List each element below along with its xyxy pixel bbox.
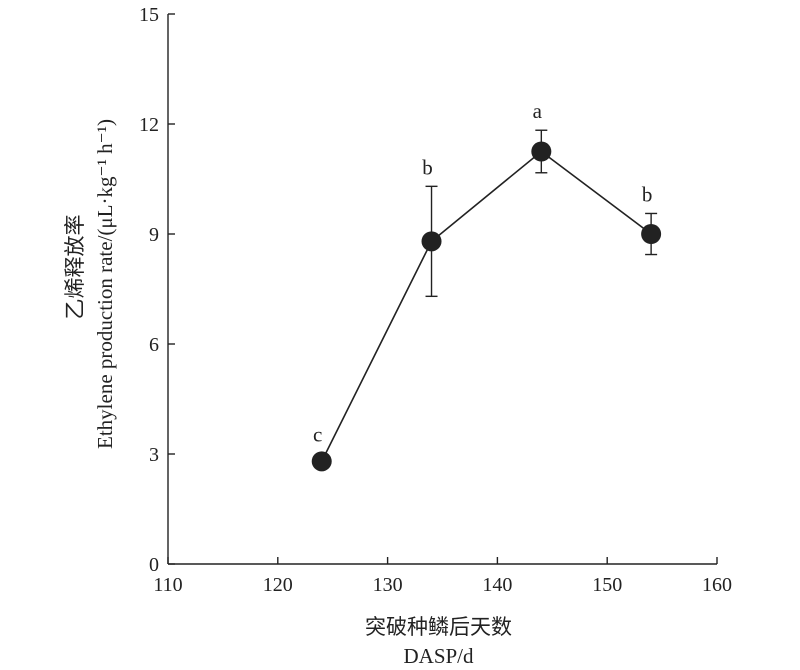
y-tick-label: 12 (139, 114, 159, 136)
y-tick-label: 0 (149, 554, 159, 576)
significance-label: c (313, 422, 322, 446)
significance-label: a (533, 99, 543, 123)
y-axis-title-en: Ethylene production rate/(μL·kg⁻¹ h⁻¹) (93, 119, 117, 449)
y-ticks: 0 3 6 9 12 15 (139, 4, 175, 576)
y-tick-label: 15 (139, 4, 159, 26)
y-tick-label: 3 (149, 444, 159, 466)
x-tick-label: 130 (373, 574, 403, 596)
x-tick-label: 110 (153, 574, 182, 596)
significance-label: b (422, 155, 433, 179)
x-tick-label: 160 (702, 574, 732, 596)
x-axis-title-cn: 突破种鳞后天数 (365, 615, 512, 639)
significance-label: b (642, 182, 653, 206)
data-point (311, 451, 332, 472)
y-axis-title-cn: 乙烯释放率 (63, 215, 87, 320)
axes (167, 14, 717, 565)
x-tick-label: 120 (263, 574, 293, 596)
data-point (421, 231, 442, 252)
data-point (531, 141, 552, 162)
x-ticks: 110 120 130 140 150 160 (153, 557, 732, 596)
x-axis-title-en: DASP/d (403, 644, 474, 668)
series: c b a b (311, 99, 662, 472)
data-point (641, 224, 662, 244)
x-tick-label: 140 (482, 574, 512, 596)
y-tick-label: 9 (149, 224, 159, 246)
y-tick-label: 6 (149, 334, 159, 356)
series-line (321, 150, 652, 462)
x-tick-label: 150 (592, 574, 622, 596)
